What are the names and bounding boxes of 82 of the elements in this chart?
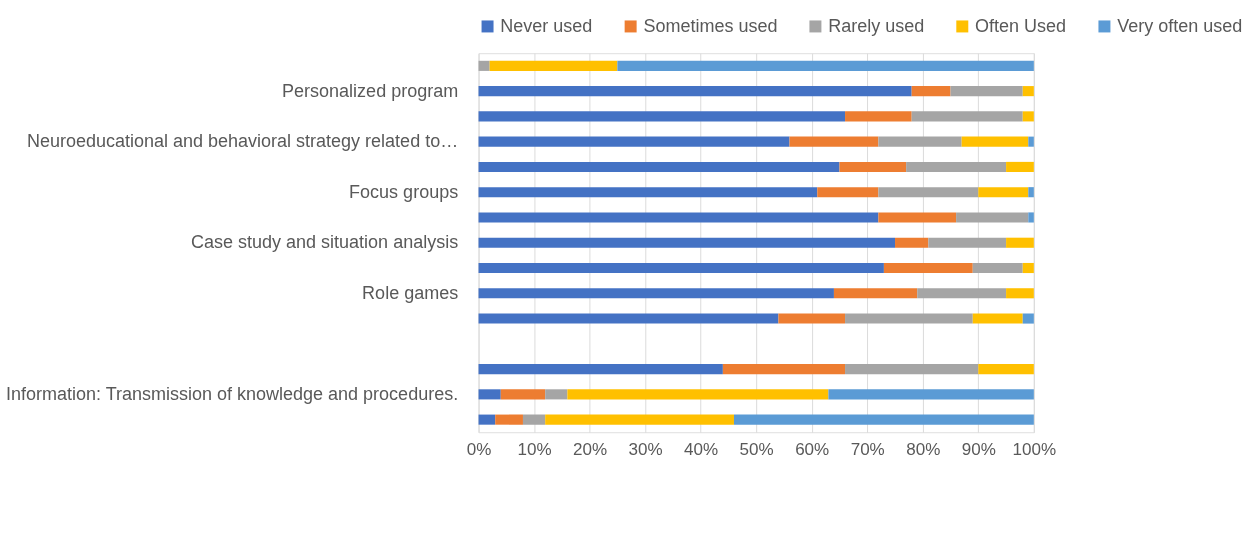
bar [478,262,884,274]
bar [478,389,501,400]
legend-label: Rarely used [828,16,925,37]
bar [839,161,907,172]
x-tick-label: 100% [1012,440,1057,460]
bar [1022,313,1034,324]
bar [778,313,846,324]
bar [883,262,973,274]
bar [845,313,973,324]
bar [478,60,490,71]
bar [478,86,912,97]
x-tick-label: 60% [795,440,830,460]
x-tick-label: 50% [739,440,774,460]
bar [1006,288,1034,299]
bar [1022,262,1034,274]
bar [789,136,879,147]
x-tick-label: 90% [961,440,996,460]
x-tick-label: 30% [628,440,663,460]
bar [972,313,1023,324]
bar [1022,111,1034,122]
bar [950,86,1023,97]
bar [895,237,929,248]
bar [833,288,918,299]
bar [478,414,496,425]
legend-label: Never used [500,16,593,37]
bar [956,212,1029,223]
bar [978,187,1029,198]
bar [478,136,790,147]
x-tick-label: 20% [573,440,608,460]
bar [911,111,1023,122]
y-tick-label: Neuroeducational and behavioral strategy related to… [26,131,459,152]
bar [878,136,962,147]
bar [1028,187,1034,198]
x-tick-label: 40% [684,440,719,460]
bar [817,187,879,198]
legend-label: Often Used [975,16,1067,37]
bar [733,414,1034,425]
bar [845,364,979,375]
legend-label: Very often used [1117,16,1243,37]
bar [522,414,546,425]
bar [1022,86,1034,97]
y-tick-label: Case study and situation analysis [191,232,459,253]
x-tick-label: 0% [466,440,492,460]
y-tick-label: Focus groups [349,181,459,202]
bar [961,136,1029,147]
bar [1028,212,1034,223]
bar [495,414,523,425]
bar [489,60,618,71]
bar [928,237,1007,248]
x-tick-label: 70% [850,440,885,460]
bar [478,161,840,172]
bar [972,262,1023,274]
y-tick-label: Information: Transmission of knowledge and procedures. [5,384,459,405]
x-tick-label: 80% [906,440,941,460]
bar [478,187,818,198]
bar [567,389,829,400]
bar [478,212,879,223]
bar [828,389,1034,400]
legend-label: Sometimes used [643,16,778,37]
bar [722,364,846,375]
bar [478,288,834,299]
bar [617,60,1034,71]
x-tick-label: 10% [517,440,552,460]
bar [478,313,779,324]
bar [917,288,1007,299]
bar [906,161,1007,172]
bar [978,364,1034,375]
bar [478,237,896,248]
y-tick-label: Personalized program [282,80,459,101]
bar [1028,136,1034,147]
bar [911,86,951,97]
bar [845,111,912,122]
bar [1006,237,1034,248]
bar [878,187,979,198]
bar [878,212,957,223]
bar [500,389,546,400]
bar [478,111,846,122]
bar [545,389,568,400]
bar [478,364,723,375]
y-tick-label: Role games [362,282,459,303]
bar [545,414,734,425]
bar [1006,161,1034,172]
